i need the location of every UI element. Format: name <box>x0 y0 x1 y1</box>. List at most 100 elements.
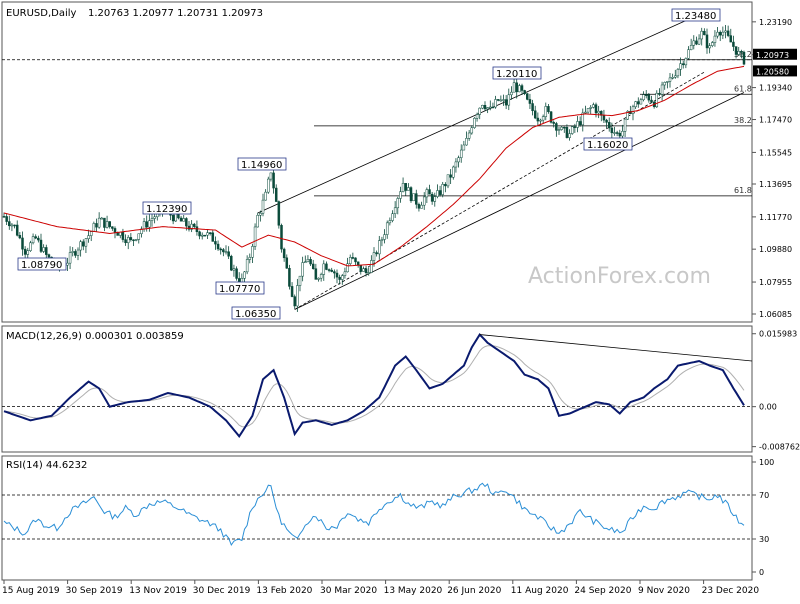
candle-body <box>79 241 82 251</box>
rsi-y-tick-label: 0 <box>759 568 764 577</box>
candle-body <box>721 31 725 36</box>
candle-body <box>393 207 397 214</box>
candle-body <box>507 94 511 106</box>
candle-body <box>584 111 587 114</box>
candle-body <box>335 272 339 278</box>
candle-body <box>462 144 466 151</box>
candle-body <box>444 184 447 187</box>
candle-body <box>124 239 127 244</box>
candle-body <box>433 196 437 202</box>
price-callout-label: 1.08790 <box>21 260 62 271</box>
candle-body <box>676 69 680 77</box>
macd-panel-frame <box>1 325 753 453</box>
price-tag-box <box>753 48 797 60</box>
candle-body <box>671 77 674 79</box>
candle-body <box>306 259 310 263</box>
rsi-y-tick-label: 100 <box>759 458 774 467</box>
macd-y-tick-label: 0.00 <box>759 403 777 412</box>
candle-body <box>341 275 344 280</box>
candle-body <box>695 40 698 45</box>
candle-body <box>552 122 555 124</box>
macd-y-tick-label: 0.015983 <box>759 330 797 339</box>
macd-trend-line <box>479 334 753 362</box>
candle-body <box>504 99 508 106</box>
candle-body <box>412 193 415 202</box>
candle-body <box>409 187 413 202</box>
candle-body <box>325 263 328 270</box>
candle-body <box>309 259 312 265</box>
candle-body <box>420 204 423 209</box>
candle-body <box>401 183 405 192</box>
candle-body <box>354 257 357 263</box>
x-tick-label: 13 Feb 2020 <box>256 586 312 596</box>
candle-body <box>515 82 518 93</box>
candle-body <box>570 126 574 134</box>
candle-body <box>378 240 381 255</box>
candle-body <box>576 121 579 128</box>
price-tag-box <box>753 65 797 77</box>
candle-body <box>597 110 600 114</box>
candle-body <box>214 241 217 245</box>
candle-body <box>285 257 289 269</box>
candle-body <box>253 226 257 247</box>
candle-body <box>219 248 222 251</box>
candle-body <box>668 77 672 82</box>
watermark: ActionForex.com <box>528 264 711 289</box>
price-callout-box <box>492 66 542 80</box>
candle-body <box>549 111 553 123</box>
candle-body <box>467 132 471 139</box>
candle-body <box>100 217 104 220</box>
candle-body <box>436 190 439 197</box>
candle-body <box>660 84 664 95</box>
candle-body <box>293 296 296 307</box>
candle-body <box>367 272 370 274</box>
candle-body <box>605 119 608 123</box>
candle-body <box>351 257 355 259</box>
candle-body <box>700 30 703 40</box>
candle-body <box>290 286 294 297</box>
fib-label: 61.8 <box>734 186 752 195</box>
candle-body <box>330 269 333 272</box>
candle-body <box>734 46 738 55</box>
candle-body <box>230 255 233 271</box>
candle-body <box>555 123 558 131</box>
candle-body <box>145 221 148 228</box>
candle-body <box>726 30 730 36</box>
candle-body <box>39 239 43 252</box>
x-tick-label: 13 May 2020 <box>384 586 443 596</box>
candle-body <box>89 231 93 236</box>
candle-body <box>23 248 27 255</box>
candle-body <box>13 224 16 227</box>
candle-body <box>385 222 389 235</box>
x-tick-label: 23 Dec 2020 <box>702 586 760 596</box>
candle-body <box>687 49 690 59</box>
candle-body <box>578 121 582 126</box>
candle-body <box>644 94 648 96</box>
candle-body <box>613 132 616 134</box>
candle-body <box>108 221 111 227</box>
candle-body <box>674 75 677 78</box>
candle-body <box>370 260 373 273</box>
candle-body <box>724 30 727 33</box>
candle-body <box>512 82 516 93</box>
candle-body <box>626 111 629 120</box>
candle-body <box>692 40 696 46</box>
candle-body <box>232 268 236 271</box>
x-tick-label: 30 Dec 2019 <box>193 586 251 596</box>
candle-body <box>282 248 286 259</box>
candle-body <box>489 106 492 109</box>
candle-body <box>718 31 722 36</box>
candle-body <box>541 116 545 121</box>
price-callout-label: 1.16020 <box>587 140 628 151</box>
candle-body <box>298 275 302 286</box>
rsi-line <box>3 482 745 546</box>
candle-body <box>740 51 743 53</box>
candle-body <box>190 223 193 230</box>
candle-body <box>425 189 429 198</box>
candle-body <box>274 187 278 202</box>
x-tick-label: 30 Sep 2019 <box>66 586 123 596</box>
candle-body <box>547 106 550 113</box>
candle-body <box>45 247 48 255</box>
candle-body <box>15 224 19 236</box>
candle-body <box>510 91 513 96</box>
